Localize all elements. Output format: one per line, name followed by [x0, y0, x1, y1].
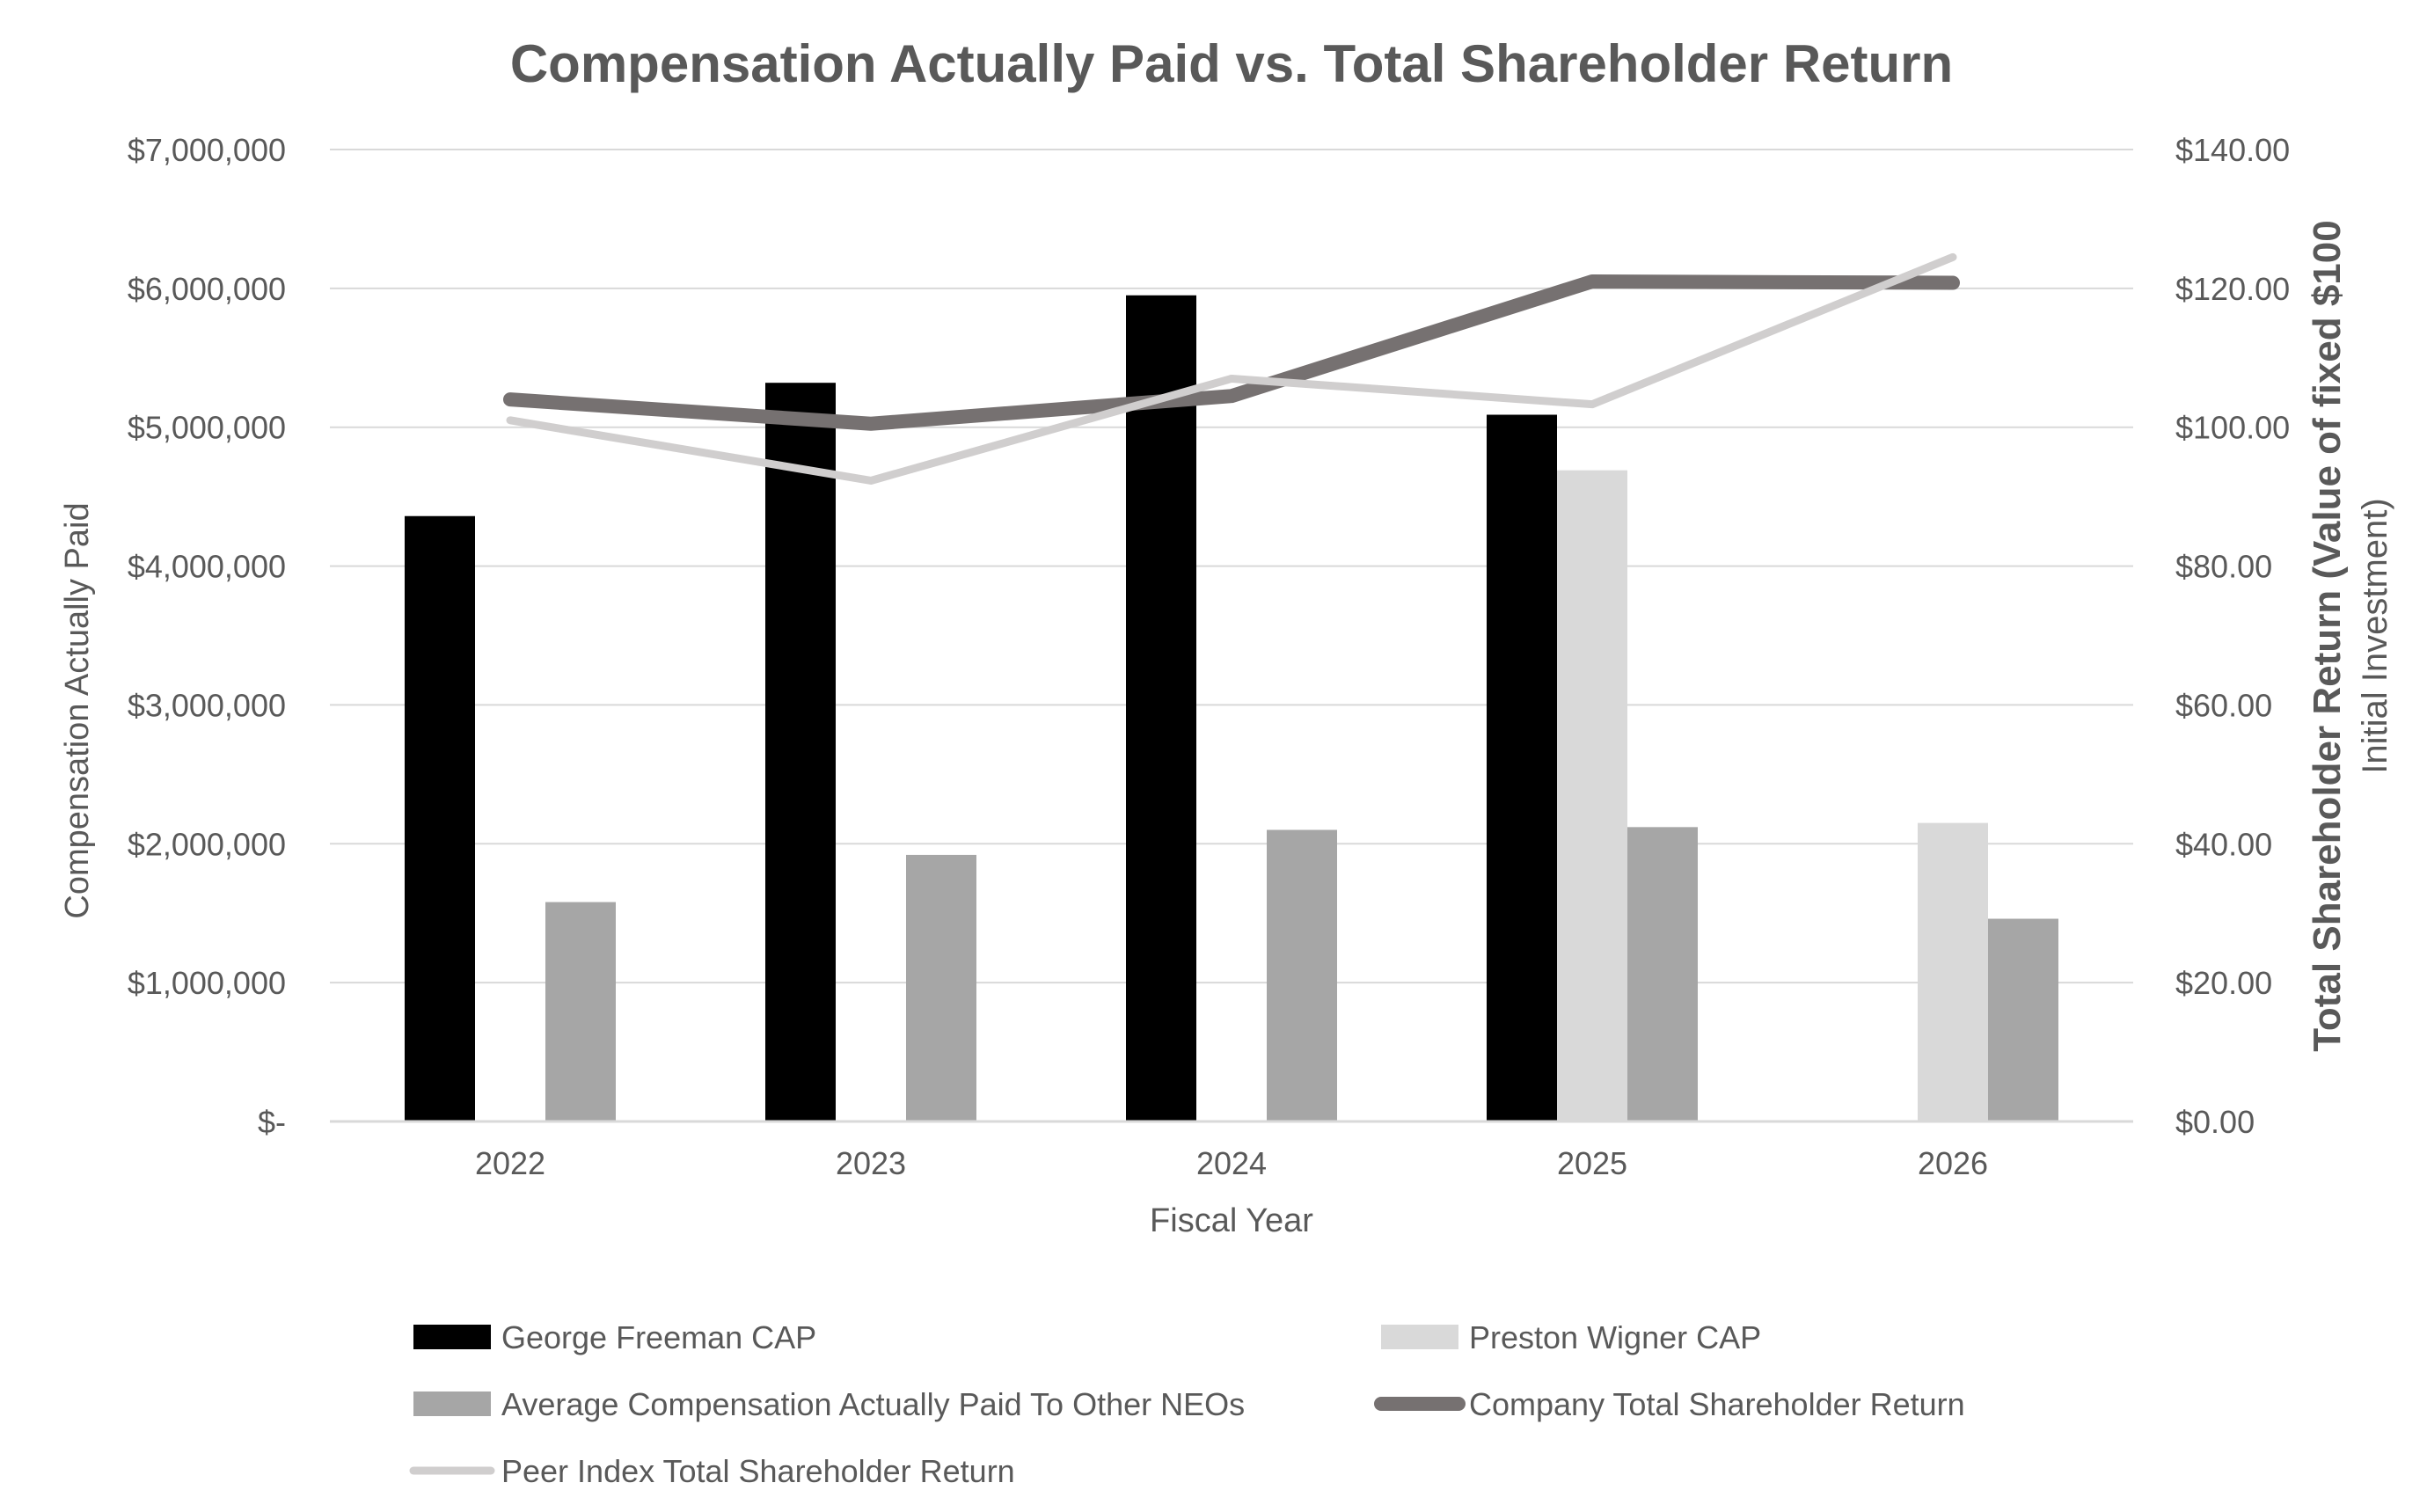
series-line	[503, 274, 1960, 431]
y2-tick-label: $120.00	[2175, 271, 2290, 307]
legend-swatch	[413, 1391, 491, 1416]
bar	[906, 854, 976, 1121]
bar	[1988, 918, 2058, 1121]
y2-tick-label: $80.00	[2175, 549, 2272, 585]
legend-label: Peer Index Total Shareholder Return	[501, 1453, 1015, 1489]
y-tick-label: $1,000,000	[128, 965, 286, 1001]
y-tick-label: $2,000,000	[128, 826, 286, 862]
x-tick-label: 2026	[1918, 1145, 1988, 1181]
series-line	[506, 252, 1957, 485]
x-axis-title: Fiscal Year	[1150, 1202, 1313, 1239]
y2-tick-label: $40.00	[2175, 826, 2272, 862]
bar	[1267, 829, 1337, 1121]
right-axis-ticks: $0.00 $20.00 $40.00 $60.00 $80.00 $100.00 $120…	[2175, 132, 2290, 1140]
legend-label: Preston Wigner CAP	[1469, 1319, 1761, 1355]
legend-label: Company Total Shareholder Return	[1469, 1386, 1965, 1422]
legend-swatch	[1381, 1325, 1458, 1349]
y-axis-title: Compensation Actually Paid	[59, 502, 96, 918]
left-axis-ticks: $- $1,000,000 $2,000,000 $3,000,000 $4,000,0…	[128, 132, 286, 1140]
bars-group	[405, 295, 2058, 1121]
y-tick-label: $-	[258, 1104, 286, 1140]
legend: George Freeman CAP Preston Wigner CAP Aver…	[409, 1319, 1965, 1489]
y2-tick-label: $140.00	[2175, 132, 2290, 168]
bar	[1627, 827, 1698, 1121]
bar	[1126, 295, 1196, 1121]
bar	[405, 515, 475, 1121]
y-tick-label: $3,000,000	[128, 687, 286, 723]
x-tick-label: 2025	[1557, 1145, 1627, 1181]
legend-label: George Freeman CAP	[501, 1319, 816, 1355]
y2-axis-title-line1: Total Shareholder Return (Value of fixed…	[2306, 220, 2349, 1051]
lines-group	[503, 252, 1960, 485]
y2-axis-title-line2: Initial Investment)	[2356, 498, 2394, 773]
y-tick-label: $4,000,000	[128, 549, 286, 585]
bar	[1557, 470, 1627, 1121]
y2-tick-label: $100.00	[2175, 410, 2290, 446]
legend-label: Average Compensation Actually Paid To Ot…	[501, 1386, 1245, 1422]
chart-title: Compensation Actually Paid vs. Total Sha…	[510, 34, 1953, 93]
y-tick-label: $5,000,000	[128, 410, 286, 446]
bar	[765, 383, 836, 1121]
bar	[1918, 822, 1988, 1121]
bar	[1487, 414, 1557, 1121]
y2-tick-label: $0.00	[2175, 1104, 2255, 1140]
y-tick-label: $7,000,000	[128, 132, 286, 168]
x-tick-label: 2023	[836, 1145, 906, 1181]
x-axis-ticks: 2022 2023 2024 2025 2026	[475, 1145, 1988, 1181]
x-tick-label: 2022	[475, 1145, 545, 1181]
gridlines	[330, 149, 2133, 984]
y-tick-label: $6,000,000	[128, 271, 286, 307]
y2-tick-label: $60.00	[2175, 687, 2272, 723]
x-tick-label: 2024	[1196, 1145, 1267, 1181]
bar	[545, 902, 616, 1121]
legend-swatch	[413, 1325, 491, 1349]
y2-tick-label: $20.00	[2175, 965, 2272, 1001]
